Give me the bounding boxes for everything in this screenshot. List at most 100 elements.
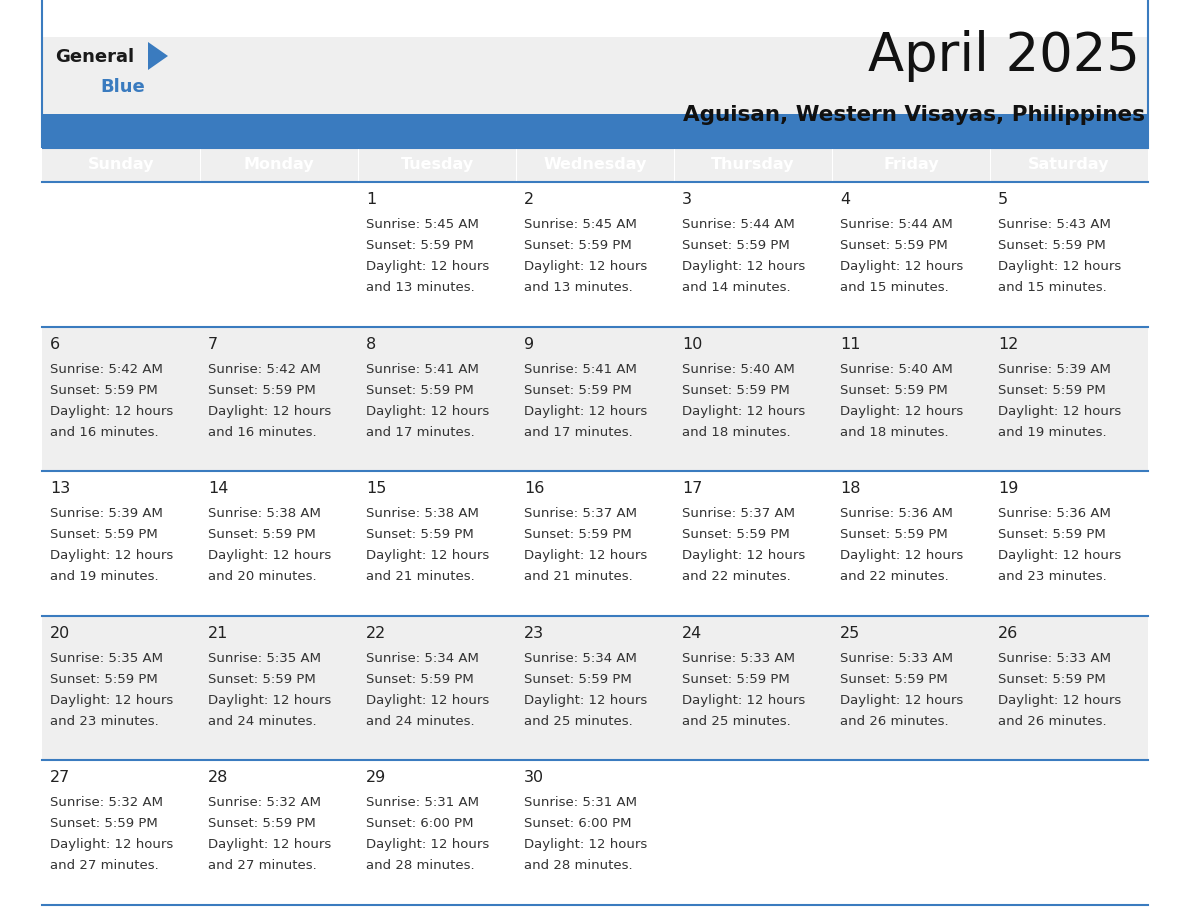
Text: and 22 minutes.: and 22 minutes.	[682, 570, 791, 583]
Bar	[42, 616, 1148, 760]
Text: Sunset: 5:59 PM: Sunset: 5:59 PM	[682, 528, 790, 542]
Text: Daylight: 12 hours: Daylight: 12 hours	[998, 405, 1121, 418]
Text: Sunrise: 5:39 AM: Sunrise: 5:39 AM	[998, 363, 1111, 375]
Text: Daylight: 12 hours: Daylight: 12 hours	[208, 694, 331, 707]
Text: 13: 13	[50, 481, 70, 497]
Text: 1: 1	[366, 192, 377, 207]
Text: Daylight: 12 hours: Daylight: 12 hours	[682, 549, 805, 562]
Text: Sunset: 6:00 PM: Sunset: 6:00 PM	[524, 817, 632, 831]
Text: Daylight: 12 hours: Daylight: 12 hours	[524, 260, 647, 273]
Text: Saturday: Saturday	[1029, 158, 1110, 173]
Bar	[358, 114, 516, 148]
Text: 11: 11	[840, 337, 860, 352]
Text: and 17 minutes.: and 17 minutes.	[366, 426, 475, 439]
Text: and 28 minutes.: and 28 minutes.	[524, 859, 633, 872]
Text: Sunrise: 5:38 AM: Sunrise: 5:38 AM	[366, 508, 479, 521]
Text: Sunset: 5:59 PM: Sunset: 5:59 PM	[50, 384, 158, 397]
Text: Sunrise: 5:35 AM: Sunrise: 5:35 AM	[208, 652, 321, 665]
Text: Daylight: 12 hours: Daylight: 12 hours	[366, 838, 489, 851]
Text: and 18 minutes.: and 18 minutes.	[682, 426, 791, 439]
Text: 2: 2	[524, 192, 535, 207]
Text: Sunrise: 5:44 AM: Sunrise: 5:44 AM	[840, 218, 953, 231]
Text: Friday: Friday	[883, 158, 939, 173]
Text: and 22 minutes.: and 22 minutes.	[840, 570, 949, 583]
Text: 10: 10	[682, 337, 702, 352]
Text: and 13 minutes.: and 13 minutes.	[524, 281, 633, 294]
Text: Sunrise: 5:33 AM: Sunrise: 5:33 AM	[682, 652, 795, 665]
Text: Sunset: 5:59 PM: Sunset: 5:59 PM	[208, 673, 316, 686]
Text: and 26 minutes.: and 26 minutes.	[840, 715, 949, 728]
Text: Daylight: 12 hours: Daylight: 12 hours	[366, 694, 489, 707]
Text: Daylight: 12 hours: Daylight: 12 hours	[50, 405, 173, 418]
Text: and 19 minutes.: and 19 minutes.	[50, 570, 159, 583]
Text: and 25 minutes.: and 25 minutes.	[682, 715, 791, 728]
Text: 4: 4	[840, 192, 851, 207]
Bar	[42, 182, 1148, 327]
Text: Daylight: 12 hours: Daylight: 12 hours	[524, 549, 647, 562]
Text: Sunrise: 5:41 AM: Sunrise: 5:41 AM	[366, 363, 479, 375]
Bar	[990, 114, 1148, 148]
Text: and 21 minutes.: and 21 minutes.	[524, 570, 633, 583]
Text: and 16 minutes.: and 16 minutes.	[208, 426, 317, 439]
Text: Daylight: 12 hours: Daylight: 12 hours	[682, 694, 805, 707]
Text: Sunrise: 5:45 AM: Sunrise: 5:45 AM	[366, 218, 479, 231]
Text: 3: 3	[682, 192, 691, 207]
Text: 30: 30	[524, 770, 544, 786]
Text: Sunrise: 5:34 AM: Sunrise: 5:34 AM	[524, 652, 637, 665]
Text: Sunset: 5:59 PM: Sunset: 5:59 PM	[524, 384, 632, 397]
Text: Daylight: 12 hours: Daylight: 12 hours	[366, 260, 489, 273]
Bar	[674, 114, 832, 148]
Text: Sunrise: 5:32 AM: Sunrise: 5:32 AM	[50, 797, 163, 810]
Text: Daylight: 12 hours: Daylight: 12 hours	[524, 694, 647, 707]
Polygon shape	[148, 42, 168, 70]
Bar	[42, 38, 1148, 182]
Text: Sunrise: 5:36 AM: Sunrise: 5:36 AM	[840, 508, 953, 521]
Text: and 24 minutes.: and 24 minutes.	[208, 715, 317, 728]
Text: Sunrise: 5:34 AM: Sunrise: 5:34 AM	[366, 652, 479, 665]
Text: Sunset: 5:59 PM: Sunset: 5:59 PM	[998, 239, 1106, 252]
Text: Daylight: 12 hours: Daylight: 12 hours	[524, 405, 647, 418]
Text: Sunrise: 5:40 AM: Sunrise: 5:40 AM	[682, 363, 795, 375]
Text: Daylight: 12 hours: Daylight: 12 hours	[840, 694, 963, 707]
Text: Sunrise: 5:39 AM: Sunrise: 5:39 AM	[50, 508, 163, 521]
Bar	[516, 114, 674, 148]
Text: and 19 minutes.: and 19 minutes.	[998, 426, 1107, 439]
Text: Sunset: 5:59 PM: Sunset: 5:59 PM	[840, 528, 948, 542]
Text: and 27 minutes.: and 27 minutes.	[208, 859, 317, 872]
Text: 27: 27	[50, 770, 70, 786]
Text: Sunset: 5:59 PM: Sunset: 5:59 PM	[840, 673, 948, 686]
Text: Blue: Blue	[100, 78, 145, 96]
Text: Daylight: 12 hours: Daylight: 12 hours	[208, 838, 331, 851]
Text: Sunset: 5:59 PM: Sunset: 5:59 PM	[998, 528, 1106, 542]
Text: Sunset: 5:59 PM: Sunset: 5:59 PM	[366, 384, 474, 397]
Text: Sunrise: 5:36 AM: Sunrise: 5:36 AM	[998, 508, 1111, 521]
Text: General: General	[55, 48, 134, 66]
Text: Daylight: 12 hours: Daylight: 12 hours	[998, 549, 1121, 562]
Text: Wednesday: Wednesday	[543, 158, 646, 173]
Text: Daylight: 12 hours: Daylight: 12 hours	[208, 549, 331, 562]
Bar	[42, 327, 1148, 471]
Text: 19: 19	[998, 481, 1018, 497]
Text: Sunrise: 5:41 AM: Sunrise: 5:41 AM	[524, 363, 637, 375]
Text: Tuesday: Tuesday	[400, 158, 474, 173]
Text: Daylight: 12 hours: Daylight: 12 hours	[366, 549, 489, 562]
Text: Sunrise: 5:31 AM: Sunrise: 5:31 AM	[524, 797, 637, 810]
Text: 15: 15	[366, 481, 386, 497]
Text: Daylight: 12 hours: Daylight: 12 hours	[840, 260, 963, 273]
Text: Sunrise: 5:42 AM: Sunrise: 5:42 AM	[50, 363, 163, 375]
Text: 8: 8	[366, 337, 377, 352]
Text: Sunset: 5:59 PM: Sunset: 5:59 PM	[366, 673, 474, 686]
Text: 20: 20	[50, 626, 70, 641]
Text: Sunset: 5:59 PM: Sunset: 5:59 PM	[682, 239, 790, 252]
Text: Sunset: 5:59 PM: Sunset: 5:59 PM	[366, 528, 474, 542]
Text: 16: 16	[524, 481, 544, 497]
Text: Sunrise: 5:33 AM: Sunrise: 5:33 AM	[840, 652, 953, 665]
Text: and 28 minutes.: and 28 minutes.	[366, 859, 475, 872]
Text: 21: 21	[208, 626, 228, 641]
Text: Sunrise: 5:33 AM: Sunrise: 5:33 AM	[998, 652, 1111, 665]
Text: and 15 minutes.: and 15 minutes.	[840, 281, 949, 294]
Text: Sunrise: 5:43 AM: Sunrise: 5:43 AM	[998, 218, 1111, 231]
Text: Sunset: 5:59 PM: Sunset: 5:59 PM	[682, 384, 790, 397]
Bar	[200, 114, 358, 148]
Text: 26: 26	[998, 626, 1018, 641]
